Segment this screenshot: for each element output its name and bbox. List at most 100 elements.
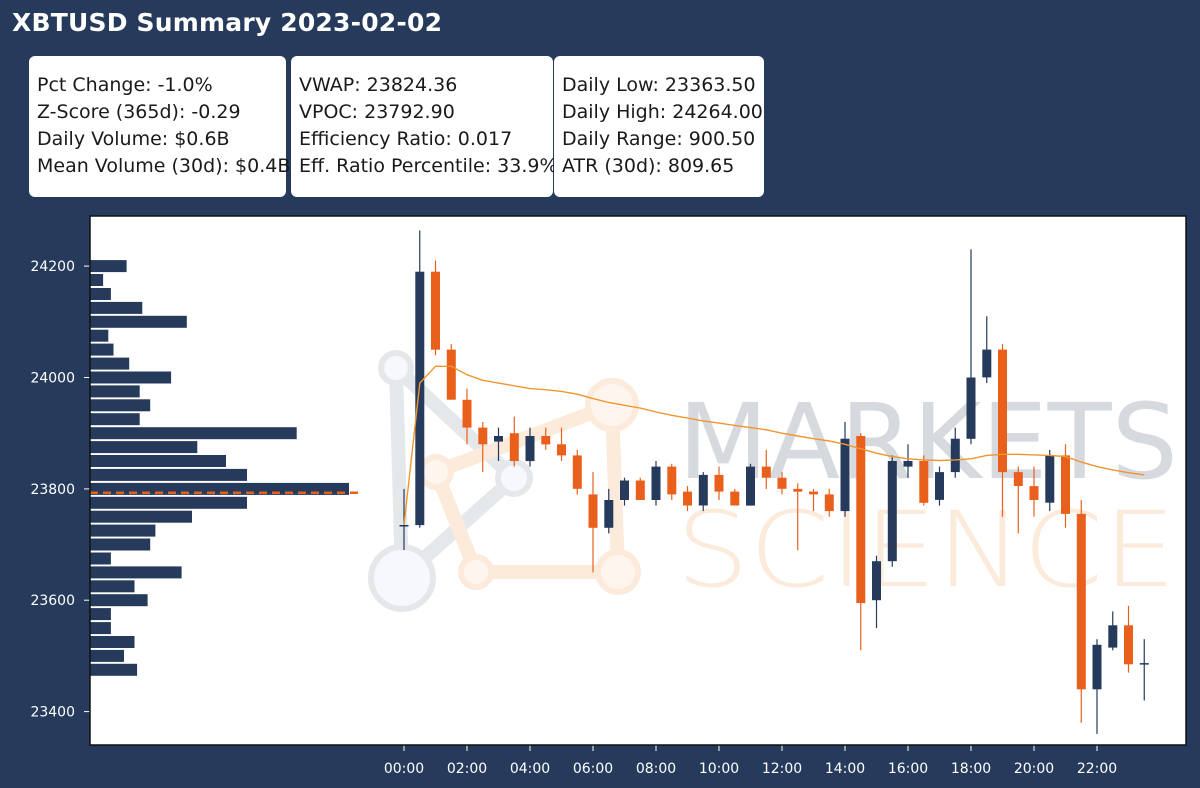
candle xyxy=(572,449,582,495)
profile-bar xyxy=(90,260,127,273)
vwap-series xyxy=(403,365,1145,526)
candle xyxy=(950,427,960,478)
x-tick-label: 08:00 xyxy=(636,761,676,777)
profile-bar xyxy=(90,510,192,523)
stat-daily-volume: Daily Volume: $0.6B xyxy=(37,128,230,150)
profile-bar xyxy=(90,329,109,342)
profile-bar xyxy=(90,608,111,621)
candle-body xyxy=(1029,486,1039,500)
stat-vpoc: VPOC: 23792.90 xyxy=(299,101,455,123)
candle-body xyxy=(919,461,929,503)
candle xyxy=(982,316,992,384)
profile-bar xyxy=(90,594,148,607)
y-tick-label: 24200 xyxy=(30,259,75,275)
x-tick-label: 14:00 xyxy=(825,761,865,777)
candle-body xyxy=(635,480,645,500)
candle-body xyxy=(872,561,881,601)
candles xyxy=(399,230,1149,734)
x-tick-label: 22:00 xyxy=(1077,761,1117,777)
candle-body xyxy=(793,488,803,492)
profile-bar xyxy=(90,566,182,579)
candle xyxy=(415,230,425,528)
profile-bar xyxy=(90,288,111,300)
candle xyxy=(730,488,740,506)
candle xyxy=(872,555,881,629)
stat-mean-volume: Mean Volume (30d): $0.4B xyxy=(37,155,291,177)
candle xyxy=(446,344,456,400)
candle-body xyxy=(1061,455,1070,514)
y-axis: 23400 23600 23800 24000 24200 xyxy=(30,259,90,721)
candle-body xyxy=(683,491,692,506)
candle xyxy=(478,422,488,473)
candle-body xyxy=(856,436,866,604)
candle xyxy=(557,427,566,461)
x-tick-label: 20:00 xyxy=(1014,761,1054,777)
candle-body xyxy=(541,436,551,445)
candle-body xyxy=(809,491,818,495)
x-tick-label: 12:00 xyxy=(762,761,802,777)
candle xyxy=(777,472,787,495)
candle xyxy=(824,488,834,517)
candle-body xyxy=(1092,644,1102,690)
candle-body xyxy=(761,466,771,478)
candle-body xyxy=(620,480,629,500)
candle-body xyxy=(714,474,724,492)
candle-body xyxy=(525,436,535,462)
candle xyxy=(1108,611,1118,651)
candle-body xyxy=(1108,625,1118,648)
candle xyxy=(903,444,913,478)
stat-efficiency-ratio: Efficiency Ratio: 0.017 xyxy=(299,128,513,150)
candle xyxy=(1076,500,1086,723)
candle-body xyxy=(399,525,409,527)
y-tick-label: 23800 xyxy=(30,482,75,498)
candle xyxy=(541,427,551,450)
profile-bar xyxy=(90,496,247,509)
y-tick-label: 23600 xyxy=(30,593,75,609)
candle-body xyxy=(431,271,440,350)
profile-bar xyxy=(90,274,104,286)
candle-body xyxy=(572,455,582,489)
stat-efficiency-percentile: Eff. Ratio Percentile: 33.9% xyxy=(299,155,558,177)
candle-body xyxy=(887,461,897,562)
stat-atr: ATR (30d): 809.65 xyxy=(562,155,735,177)
candle xyxy=(919,455,929,506)
candle-body xyxy=(557,444,566,456)
stats-card-range: Daily Low: 23363.50 Daily High: 24264.00… xyxy=(554,56,764,197)
profile-bar xyxy=(90,622,111,635)
candle-body xyxy=(446,349,456,400)
candle xyxy=(1092,639,1102,734)
stat-daily-range: Daily Range: 900.50 xyxy=(562,128,756,150)
stat-daily-low: Daily Low: 23363.50 xyxy=(562,74,756,96)
profile-bar xyxy=(90,371,172,384)
x-tick-label: 02:00 xyxy=(447,761,487,777)
candle xyxy=(525,427,535,467)
profile-bar xyxy=(90,427,297,440)
candle xyxy=(1013,466,1023,534)
candle xyxy=(667,463,677,500)
candle-body xyxy=(415,271,425,526)
x-tick-label: 18:00 xyxy=(951,761,991,777)
watermark-text-science: SCIENCE xyxy=(676,489,1176,611)
candle-body xyxy=(950,438,960,473)
candle xyxy=(588,472,598,573)
profile-bar xyxy=(90,413,140,426)
candle xyxy=(462,388,472,445)
candle xyxy=(746,463,755,506)
stats-card-vwap-efficiency: VWAP: 23824.36 VPOC: 23792.90 Efficiency… xyxy=(291,56,558,197)
profile-bar xyxy=(90,301,143,314)
stat-pct-change: Pct Change: -1.0% xyxy=(37,74,213,96)
candle xyxy=(761,449,771,489)
x-tick-label: 06:00 xyxy=(573,761,613,777)
volume-profile xyxy=(90,260,349,676)
candle-body xyxy=(824,494,834,512)
candle-body xyxy=(478,427,488,445)
candle-body xyxy=(840,438,850,512)
candle xyxy=(966,249,976,445)
profile-bar xyxy=(90,468,247,481)
profile-bar xyxy=(90,538,151,551)
candle-body xyxy=(982,349,992,378)
candle xyxy=(494,427,503,461)
vwap-line xyxy=(403,365,1145,526)
x-tick-label: 00:00 xyxy=(384,761,424,777)
